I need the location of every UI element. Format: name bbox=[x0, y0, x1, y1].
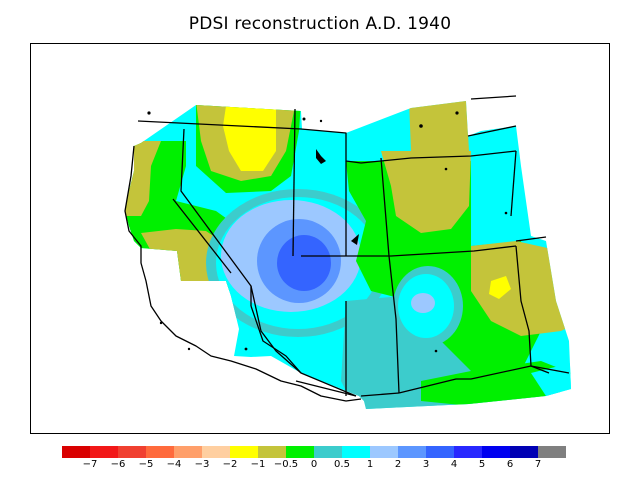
legend-tick-label: 6 bbox=[506, 459, 514, 470]
legend-swatch bbox=[426, 446, 454, 458]
legend-tick-label: 2 bbox=[394, 459, 402, 470]
map-frame bbox=[30, 43, 610, 434]
legend-swatch bbox=[118, 446, 146, 458]
legend-tick-label: −3 bbox=[194, 459, 210, 470]
legend-tick-label: −1 bbox=[250, 459, 266, 470]
legend-swatch bbox=[202, 446, 230, 458]
legend-swatch bbox=[62, 446, 90, 458]
legend-tick-labels: −7 −6 −5 −4 −3 −2 −1 −0.5 0 0.5 1 2 3 4 5 6 7 bbox=[0, 459, 640, 473]
legend-swatch bbox=[370, 446, 398, 458]
legend-tick-label: 7 bbox=[534, 459, 542, 470]
legend-tick-label: −2 bbox=[222, 459, 238, 470]
legend-swatch bbox=[174, 446, 202, 458]
pdsi-field bbox=[125, 101, 571, 409]
legend-swatch bbox=[146, 446, 174, 458]
legend-tick-label: 5 bbox=[478, 459, 486, 470]
legend-swatch bbox=[314, 446, 342, 458]
state-boundaries bbox=[124, 95, 570, 402]
legend-swatch bbox=[482, 446, 510, 458]
lakes bbox=[147, 111, 508, 353]
legend-tick-label: −7 bbox=[82, 459, 98, 470]
legend-swatch bbox=[90, 446, 118, 458]
legend-swatch bbox=[342, 446, 370, 458]
drought-map bbox=[124, 95, 571, 409]
legend-tick-label: 1 bbox=[366, 459, 374, 470]
legend-tick-label: −0.5 bbox=[273, 459, 299, 470]
legend-swatch bbox=[286, 446, 314, 458]
legend-color-bar bbox=[62, 446, 566, 458]
legend-tick-label: 4 bbox=[450, 459, 458, 470]
page-title: PDSI reconstruction A.D. 1940 bbox=[188, 14, 452, 34]
legend-tick-label: −6 bbox=[110, 459, 126, 470]
legend-tick-label: −4 bbox=[166, 459, 182, 470]
legend-swatch bbox=[510, 446, 538, 458]
legend-tick-label: 0 bbox=[310, 459, 318, 470]
legend-tick-label: 0.5 bbox=[334, 459, 350, 470]
legend-swatch bbox=[538, 446, 566, 458]
legend-swatch bbox=[258, 446, 286, 458]
legend-swatch bbox=[454, 446, 482, 458]
legend-swatch bbox=[398, 446, 426, 458]
legend-tick-label: −5 bbox=[138, 459, 154, 470]
legend-tick-label: 3 bbox=[422, 459, 430, 470]
legend-swatch bbox=[230, 446, 258, 458]
